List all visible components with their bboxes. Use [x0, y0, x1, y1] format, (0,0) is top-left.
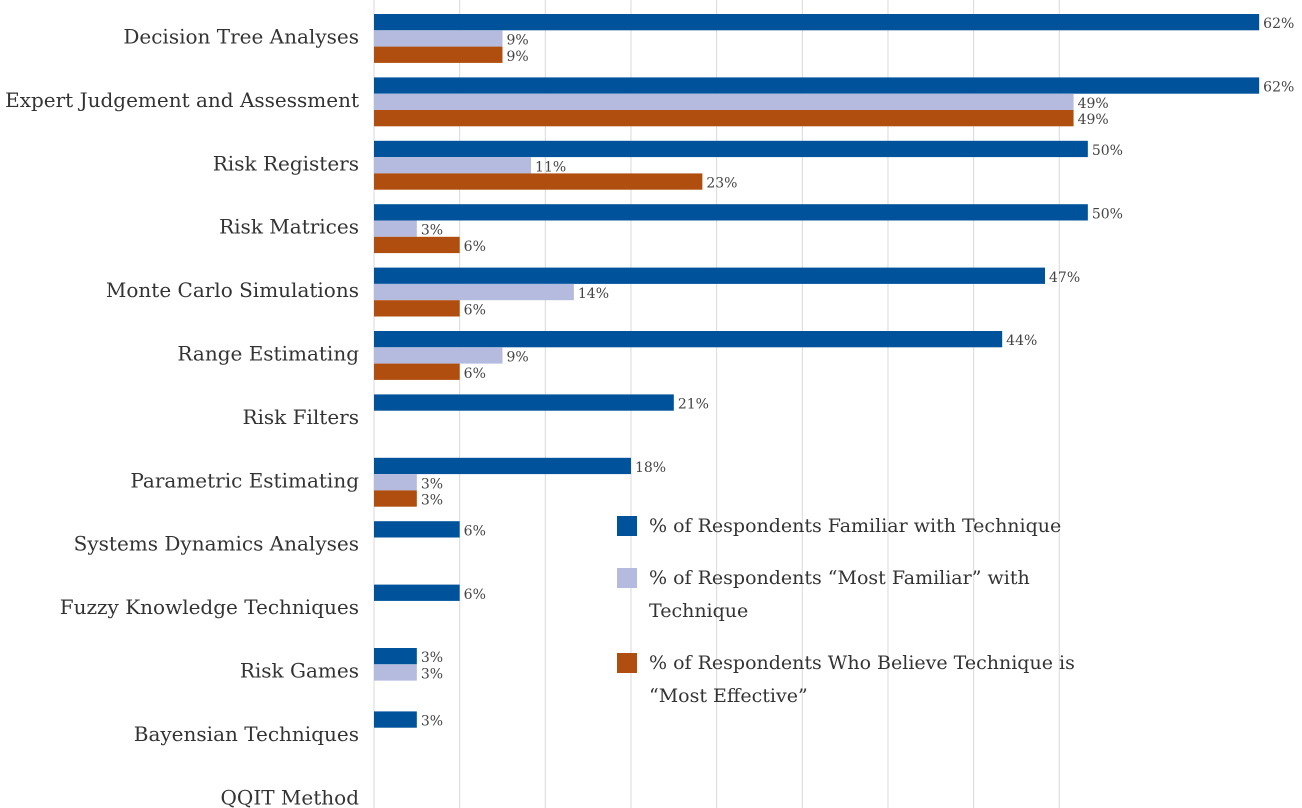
- value-label: 11%: [535, 159, 566, 175]
- bar: [374, 584, 460, 601]
- category-label: Monte Carlo Simulations: [106, 278, 359, 302]
- value-label: 9%: [506, 349, 528, 365]
- legend-swatch: [617, 568, 637, 588]
- value-label: 14%: [578, 286, 609, 302]
- category-label: Bayensian Techniques: [134, 722, 359, 746]
- bar: [374, 14, 1260, 31]
- bar: [374, 30, 503, 47]
- value-label: 6%: [464, 587, 486, 603]
- category-label: Risk Matrices: [219, 215, 359, 239]
- value-label: 49%: [1078, 112, 1109, 128]
- bar: [374, 236, 460, 254]
- category-label: Risk Registers: [213, 151, 359, 175]
- value-label: 50%: [1092, 206, 1123, 222]
- value-label: 3%: [421, 476, 443, 492]
- value-label: 23%: [706, 176, 737, 192]
- value-label: 3%: [421, 666, 443, 682]
- category-label: Risk Filters: [242, 405, 359, 429]
- bar: [374, 110, 1074, 127]
- legend-swatch: [617, 653, 637, 673]
- value-label: 50%: [1092, 143, 1123, 159]
- value-label: 62%: [1263, 80, 1294, 96]
- bar: [374, 474, 417, 491]
- value-label: 3%: [421, 493, 443, 509]
- value-label: 44%: [1006, 333, 1037, 349]
- bar: [374, 220, 417, 237]
- bar: [374, 664, 417, 681]
- category-label: Decision Tree Analyses: [123, 25, 359, 49]
- bar: [374, 521, 460, 538]
- legend-item: % of Respondents Familiar with Technique: [617, 510, 1087, 543]
- bar: [374, 283, 574, 301]
- bar: [374, 331, 1003, 348]
- value-label: 18%: [635, 460, 666, 476]
- value-label: 6%: [464, 523, 486, 539]
- value-label: 49%: [1078, 96, 1109, 112]
- bar: [374, 267, 1046, 284]
- bar: [374, 300, 460, 317]
- legend-text: % of Respondents Familiar with Technique: [649, 515, 1062, 537]
- bar: [374, 77, 1260, 94]
- bar: [374, 93, 1074, 110]
- legend-text: % of Respondents “Most Familiar” with Te…: [649, 567, 1030, 622]
- value-label: 62%: [1263, 16, 1294, 32]
- category-label: Risk Games: [240, 659, 359, 683]
- value-label: 6%: [464, 239, 486, 255]
- bar: [374, 394, 674, 411]
- category-label: Systems Dynamics Analyses: [74, 532, 359, 556]
- legend-item: % of Respondents Who Believe Technique i…: [617, 647, 1087, 713]
- legend: % of Respondents Familiar with Technique…: [617, 510, 1087, 732]
- bar: [374, 490, 417, 507]
- bar: [374, 711, 417, 728]
- bar: [374, 648, 417, 665]
- value-label: 21%: [678, 397, 709, 413]
- value-label: 6%: [464, 302, 486, 318]
- value-label: 9%: [506, 32, 528, 48]
- bar: [374, 363, 460, 380]
- bar: [374, 347, 503, 364]
- category-label: Fuzzy Knowledge Techniques: [60, 595, 359, 619]
- value-label: 3%: [421, 223, 443, 239]
- bar: [374, 173, 703, 190]
- category-label: Parametric Estimating: [130, 468, 359, 492]
- value-label: 47%: [1049, 270, 1080, 286]
- category-label: Range Estimating: [177, 342, 359, 366]
- bar: [374, 140, 1088, 158]
- bar: [374, 46, 503, 63]
- category-label: QQIT Method: [221, 785, 360, 808]
- bar: [374, 157, 532, 174]
- legend-text: % of Respondents Who Believe Technique i…: [649, 652, 1075, 707]
- value-label: 6%: [464, 366, 486, 382]
- legend-item: % of Respondents “Most Familiar” with Te…: [617, 562, 1087, 628]
- bar: [374, 457, 631, 475]
- value-label: 9%: [506, 49, 528, 65]
- legend-swatch: [617, 516, 637, 536]
- category-label: Expert Judgement and Assessment: [5, 88, 359, 112]
- value-label: 3%: [421, 650, 443, 666]
- bar: [374, 204, 1088, 221]
- value-label: 3%: [421, 714, 443, 730]
